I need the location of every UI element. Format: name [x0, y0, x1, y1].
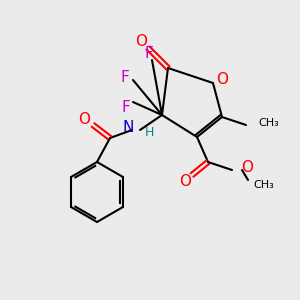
Text: CH₃: CH₃	[253, 180, 274, 190]
Text: O: O	[78, 112, 90, 128]
Text: O: O	[241, 160, 253, 175]
Text: O: O	[179, 175, 191, 190]
Text: N: N	[123, 121, 134, 136]
Text: F: F	[122, 100, 130, 115]
Text: O: O	[216, 71, 228, 86]
Text: H: H	[145, 127, 154, 140]
Text: O: O	[135, 34, 147, 49]
Text: F: F	[121, 70, 129, 86]
Text: F: F	[145, 46, 153, 61]
Text: CH₃: CH₃	[258, 118, 279, 128]
